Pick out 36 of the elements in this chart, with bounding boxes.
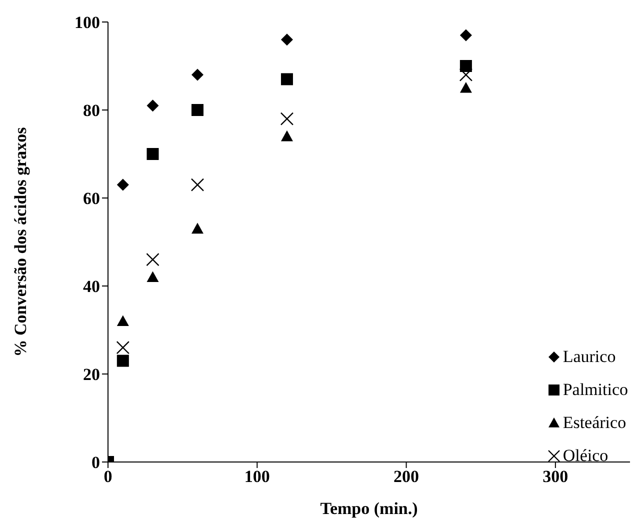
legend-label: Oléico [562, 446, 608, 466]
x-axis-title: Tempo (min.) [320, 499, 418, 518]
point [280, 34, 293, 46]
point [191, 68, 204, 81]
point [459, 68, 473, 82]
point [280, 112, 294, 126]
point [280, 73, 293, 86]
point [116, 354, 129, 367]
point [116, 178, 129, 191]
y-tick-label: 40 [83, 277, 100, 296]
legend-label: Laurico [562, 346, 616, 366]
point [146, 253, 160, 266]
point [460, 60, 472, 72]
point [146, 100, 159, 112]
x-tick-label: 300 [542, 467, 568, 486]
y-tick-label: 100 [74, 13, 100, 32]
y-tick-label: 80 [83, 101, 100, 120]
point [146, 148, 159, 160]
point [280, 130, 293, 142]
y-tick-label: 60 [83, 189, 100, 208]
x-tick-label: 200 [394, 467, 420, 486]
point [191, 222, 204, 234]
point [116, 341, 130, 354]
point [460, 29, 472, 42]
point [190, 178, 204, 192]
legend-label: Esteárico [562, 412, 626, 432]
point [146, 271, 159, 282]
y-tick-label: 20 [83, 365, 100, 384]
x-tick-label: 100 [244, 467, 270, 486]
point [191, 104, 204, 116]
point [460, 82, 472, 93]
y-axis-title: % Conversão dos ácidos graxos [11, 126, 30, 357]
point [116, 315, 129, 326]
x-tick-label: 0 [104, 467, 112, 486]
legend-label: Palmitico [562, 380, 628, 400]
y-tick-label: 0 [92, 453, 100, 472]
